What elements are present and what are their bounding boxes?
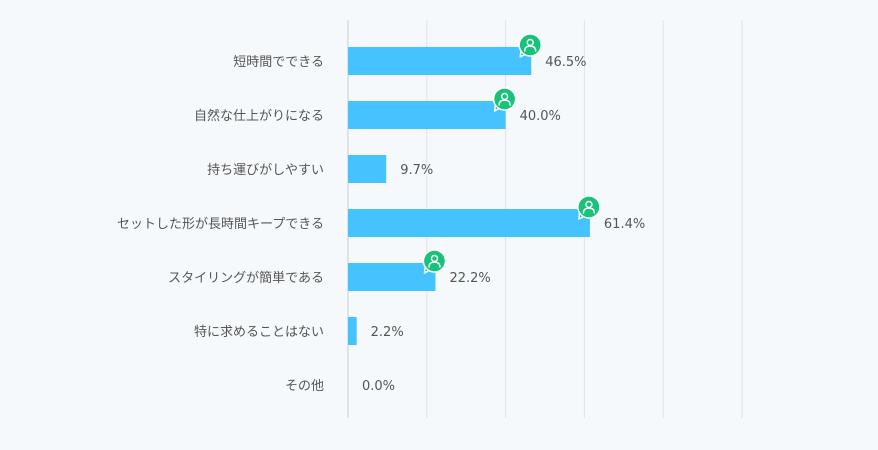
bar [348,101,506,129]
category-label: 持ち運びがしやすい [207,163,324,178]
value-label: 9.7% [400,163,433,178]
category-label: その他 [285,379,324,394]
value-label: 22.2% [449,271,490,286]
value-label: 0.0% [362,379,395,394]
value-label: 61.4% [604,217,645,232]
person-icon [577,195,601,220]
person-icon [518,33,542,58]
bar [348,317,357,345]
category-label: 特に求めることはない [194,325,324,340]
bar [348,47,532,75]
value-label: 2.2% [371,325,404,340]
category-label: スタイリングが簡単である [168,270,324,286]
bar [348,155,387,183]
category-label: 自然な仕上がりになる [194,108,324,124]
category-label: セットした形が長時間キープできる [117,217,324,232]
person-icon [422,249,447,274]
bar [348,263,436,291]
value-label: 40.0% [520,109,561,124]
person-icon [492,87,517,112]
bar [348,209,590,237]
value-label: 46.5% [545,55,586,70]
category-label: 短時間でできる [233,55,324,70]
